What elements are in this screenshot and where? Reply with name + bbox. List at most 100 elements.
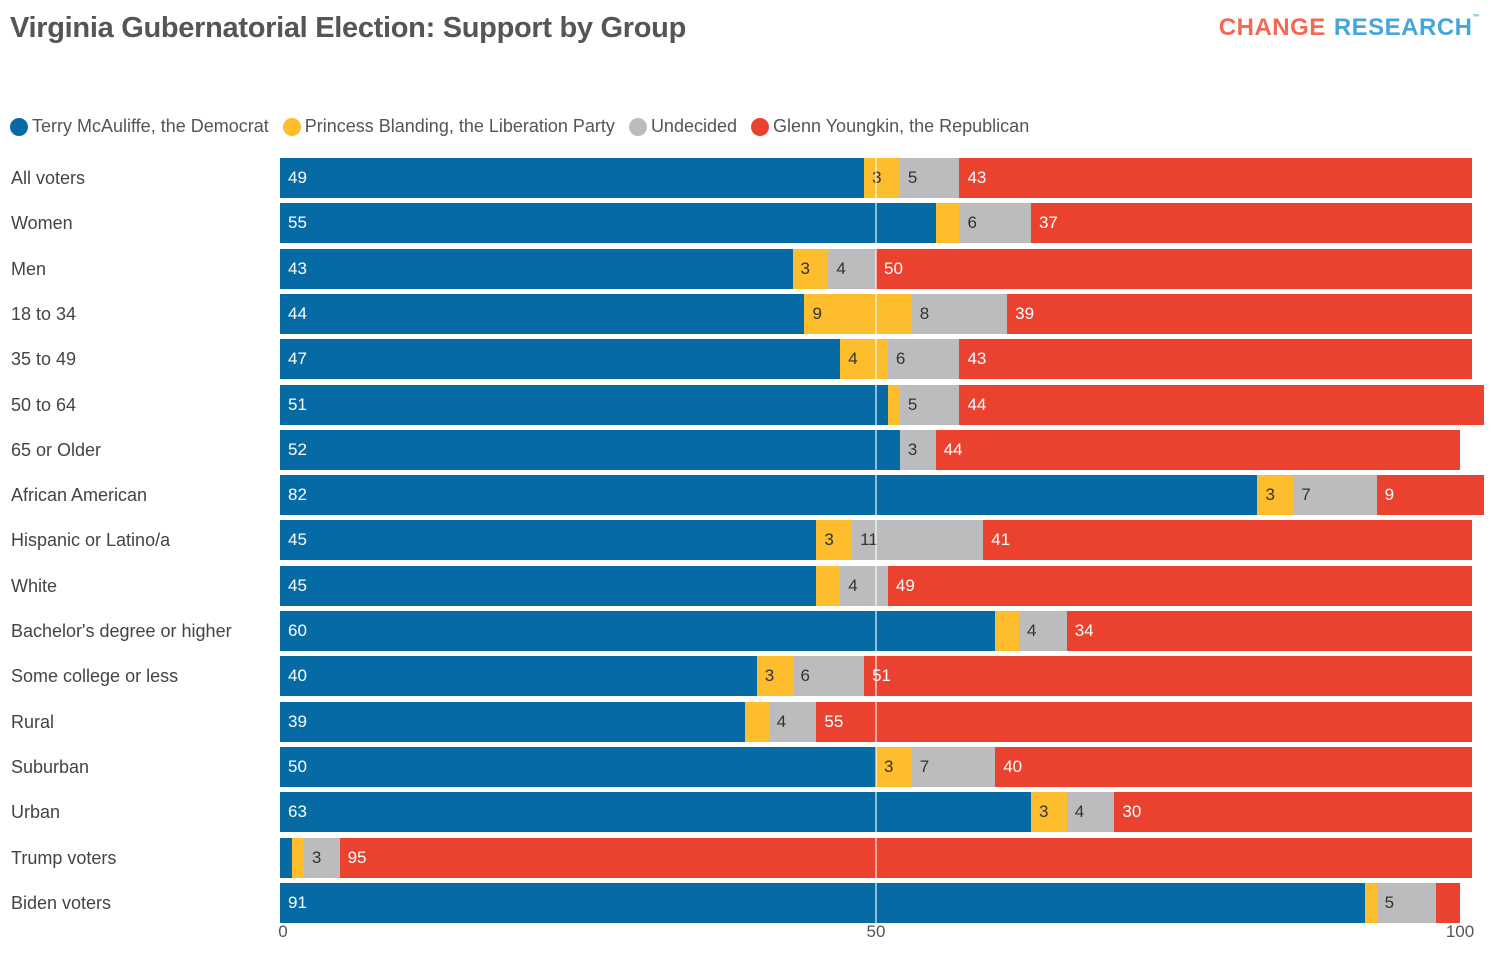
legend-swatch-liberation xyxy=(282,117,301,136)
bar-segment-liberation[interactable] xyxy=(995,611,1020,651)
bar-segment-democrat[interactable] xyxy=(280,158,865,198)
bar-segment-democrat[interactable] xyxy=(280,385,888,425)
bar-segment-republican[interactable] xyxy=(995,747,1472,787)
bar-segment-republican[interactable] xyxy=(1030,203,1472,243)
bar-segment-liberation[interactable] xyxy=(887,385,900,425)
legend-item-democrat[interactable]: Terry McAuliffe, the Democrat xyxy=(10,116,269,137)
bar-segment-undecided[interactable] xyxy=(911,294,1008,334)
bar-segment-liberation[interactable] xyxy=(816,566,841,606)
bar-segment-republican[interactable] xyxy=(887,566,1472,606)
category-label: Biden voters xyxy=(11,893,112,913)
bar-segment-democrat[interactable] xyxy=(280,520,817,560)
bar-segment-republican[interactable] xyxy=(959,339,1472,379)
bar-segment-republican[interactable] xyxy=(959,158,1472,198)
data-label-democrat: 43 xyxy=(288,259,307,278)
bar-segment-republican[interactable] xyxy=(935,430,1461,470)
bar-segment-undecided[interactable] xyxy=(1293,475,1377,515)
legend-item-republican[interactable]: Glenn Youngkin, the Republican xyxy=(751,116,1029,137)
bar-segment-democrat[interactable] xyxy=(280,656,757,696)
data-label-democrat: 50 xyxy=(288,757,307,776)
bar-segment-undecided[interactable] xyxy=(899,430,936,470)
bar-segment-democrat[interactable] xyxy=(280,883,1365,923)
bar-segment-liberation[interactable] xyxy=(816,520,853,560)
bar-segment-democrat[interactable] xyxy=(280,430,900,470)
data-label-democrat: 44 xyxy=(288,304,307,323)
bar-segment-democrat[interactable] xyxy=(280,838,292,878)
bar-segment-democrat[interactable] xyxy=(280,611,996,651)
bar-segment-undecided[interactable] xyxy=(959,203,1031,243)
bar-segment-liberation[interactable] xyxy=(756,656,793,696)
bar-segment-undecided[interactable] xyxy=(887,339,960,379)
bar-segment-liberation[interactable] xyxy=(840,339,888,379)
bar-segment-undecided[interactable] xyxy=(1019,611,1067,651)
data-label-undecided: 6 xyxy=(800,666,811,685)
bar-segment-republican[interactable] xyxy=(876,249,1472,289)
bar-segment-undecided[interactable] xyxy=(899,385,960,425)
bar-segment-republican[interactable] xyxy=(1114,792,1472,832)
data-label-liberation: 3 xyxy=(1038,802,1049,821)
data-label-undecided: 4 xyxy=(848,576,858,595)
legend-item-undecided[interactable]: Undecided xyxy=(628,116,737,137)
category-label: Hispanic or Latino/a xyxy=(11,530,171,550)
bar-segment-liberation[interactable] xyxy=(1257,475,1294,515)
bar-segment-republican[interactable] xyxy=(1436,883,1461,923)
legend-item-liberation[interactable]: Princess Blanding, the Liberation Party xyxy=(282,116,615,137)
legend-label: Princess Blanding, the Liberation Party xyxy=(304,116,615,136)
data-label-republican: 39 xyxy=(1015,304,1035,323)
bar-segment-democrat[interactable] xyxy=(280,702,745,742)
x-tick-label: 50 xyxy=(866,922,886,941)
category-label: White xyxy=(11,576,58,596)
bar-segment-republican[interactable] xyxy=(1066,611,1472,651)
bar-segment-liberation[interactable] xyxy=(1364,883,1377,923)
bar-segment-liberation[interactable] xyxy=(744,702,769,742)
bar-segment-republican[interactable] xyxy=(959,385,1484,425)
bar-segment-liberation[interactable] xyxy=(804,294,912,334)
category-label: African American xyxy=(11,485,148,505)
bar-segment-undecided[interactable] xyxy=(828,249,876,289)
bar-segment-democrat[interactable] xyxy=(280,339,841,379)
category-label: 35 to 49 xyxy=(11,349,77,369)
bar-segment-republican[interactable] xyxy=(1007,294,1472,334)
bar-segment-democrat[interactable] xyxy=(280,747,876,787)
data-label-democrat: 82 xyxy=(288,485,307,504)
bar-segment-republican[interactable] xyxy=(983,520,1472,560)
bar-segment-undecided[interactable] xyxy=(1066,792,1115,832)
bar-segment-liberation[interactable] xyxy=(935,203,960,243)
bar-segment-undecided[interactable] xyxy=(899,158,960,198)
bar-segment-undecided[interactable] xyxy=(792,656,865,696)
change-research-logo: CHANGE RESEARCH™ xyxy=(1219,14,1480,42)
data-label-democrat: 40 xyxy=(288,666,307,685)
data-label-undecided: 5 xyxy=(907,168,918,187)
bar-segment-liberation[interactable] xyxy=(876,747,912,787)
data-label-democrat: 45 xyxy=(288,576,307,595)
bar-segment-republican[interactable] xyxy=(864,656,1472,696)
bar-segment-democrat[interactable] xyxy=(280,792,1031,832)
logo-word-research: RESEARCH xyxy=(1333,14,1473,41)
data-label-liberation: 9 xyxy=(812,304,822,323)
data-label-republican: 55 xyxy=(824,712,844,731)
bar-segment-undecided[interactable] xyxy=(911,747,996,787)
bar-segment-liberation[interactable] xyxy=(792,249,829,289)
bar-segment-democrat[interactable] xyxy=(280,566,817,606)
bar-segment-democrat[interactable] xyxy=(280,475,1258,515)
bar-segment-democrat[interactable] xyxy=(280,203,936,243)
legend-swatch-undecided xyxy=(628,117,647,136)
bar-segment-liberation[interactable] xyxy=(864,158,900,198)
bar-segment-liberation[interactable] xyxy=(1030,792,1067,832)
bar-segment-democrat[interactable] xyxy=(280,294,805,334)
bar-segment-liberation[interactable] xyxy=(291,838,304,878)
bar-segment-undecided[interactable] xyxy=(303,838,340,878)
category-label: Men xyxy=(11,259,47,279)
category-label: Bachelor's degree or higher xyxy=(11,621,232,641)
bar-segment-democrat[interactable] xyxy=(280,249,793,289)
bar-segment-undecided[interactable] xyxy=(768,702,817,742)
bar-segment-undecided[interactable] xyxy=(840,566,888,606)
bar-segment-undecided[interactable] xyxy=(852,520,984,560)
bar-segment-republican[interactable] xyxy=(816,702,1472,742)
data-label-undecided: 3 xyxy=(311,848,322,867)
bar-segment-undecided[interactable] xyxy=(1376,883,1437,923)
bar-segment-republican[interactable] xyxy=(1376,475,1484,515)
data-label-republican: 30 xyxy=(1122,802,1142,821)
data-label-undecided: 4 xyxy=(1027,621,1037,640)
bar-segment-republican[interactable] xyxy=(339,838,1472,878)
